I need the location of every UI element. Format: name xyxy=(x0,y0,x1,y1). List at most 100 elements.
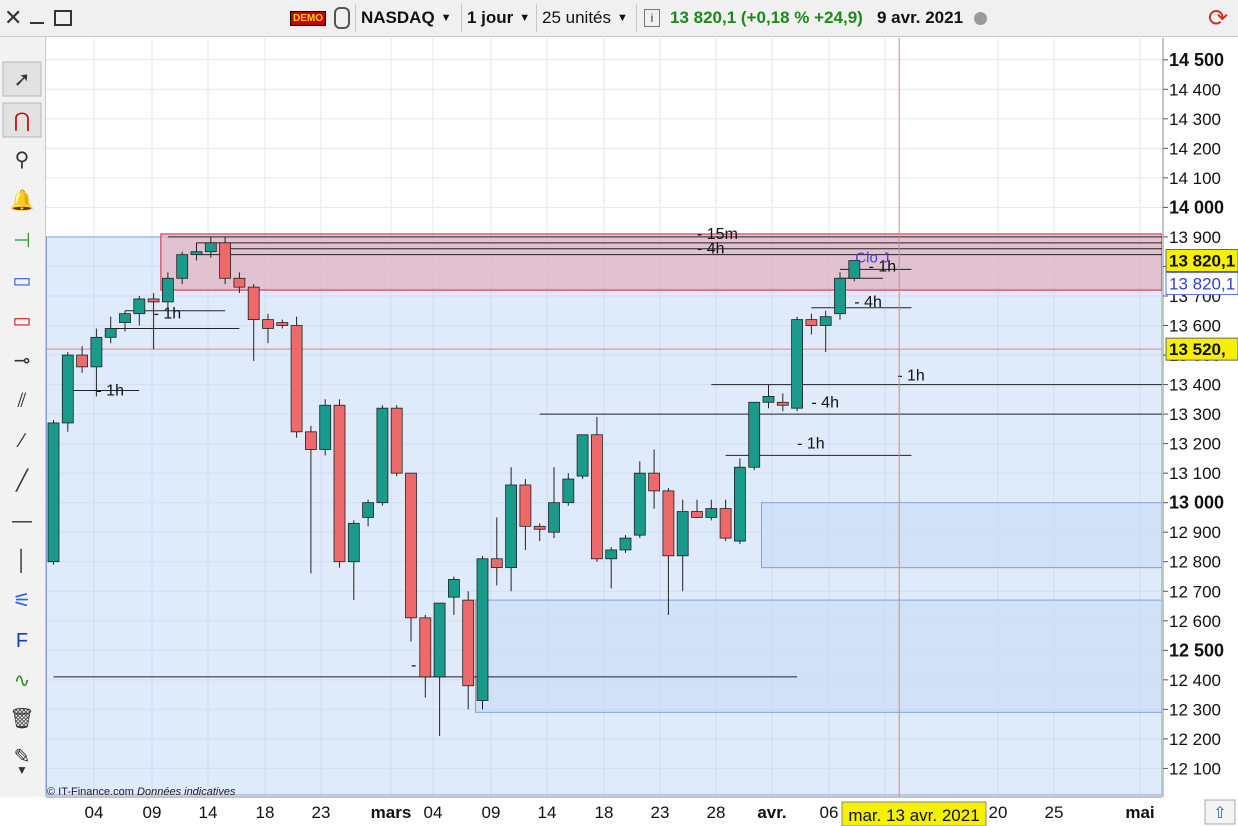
y-tick-label: 12 400 xyxy=(1169,671,1221,690)
refresh-icon[interactable]: ⟳ xyxy=(1208,4,1229,32)
x-tick-label: 20 xyxy=(989,803,1008,822)
candle-body xyxy=(476,558,489,701)
candle-body xyxy=(776,401,789,406)
vertical-line-icon[interactable]: │ xyxy=(16,548,29,574)
cursor-icon[interactable]: ➚ xyxy=(2,61,42,97)
candle-body xyxy=(662,490,675,557)
period-select[interactable]: 1 jour ▼ xyxy=(467,0,530,36)
chevron-down-icon: ▼ xyxy=(519,12,531,24)
x-axis-bg xyxy=(46,797,1238,826)
candle-body xyxy=(304,431,317,450)
edit-icon[interactable]: ✎ xyxy=(14,746,31,768)
y-tick-label: 14 500 xyxy=(1169,50,1224,70)
toolbar: ✕ DEMO NASDAQ ▼ 1 jour ▼ 25 unités ▼ i 1… xyxy=(0,0,1238,37)
ruler-icon-glyph: ⫽ xyxy=(17,390,27,412)
quote-date: 9 avr. 2021 xyxy=(877,8,964,27)
candle-body xyxy=(805,319,818,326)
cursor-icon-glyph: ➚ xyxy=(14,69,31,91)
rectangle-blue-icon[interactable]: ▭ xyxy=(13,270,32,292)
arrow-up-icon: ⇧ xyxy=(1213,805,1226,822)
x-tick-label: 09 xyxy=(143,803,162,822)
fibonacci-f-icon[interactable]: F xyxy=(16,630,28,652)
price-label: 13 820,1 xyxy=(1169,252,1235,271)
units-select[interactable]: 25 unités ▼ xyxy=(542,0,628,36)
maximize-icon[interactable] xyxy=(54,0,72,36)
y-tick-label: 13 600 xyxy=(1169,317,1221,336)
horizontal-line-icon[interactable]: ― xyxy=(12,510,32,532)
candle-body xyxy=(333,404,346,563)
y-tick-label: 12 800 xyxy=(1169,553,1221,572)
magnet-icon[interactable]: ⋂ xyxy=(2,102,42,138)
x-tick-label: 14 xyxy=(199,803,218,822)
candle-body xyxy=(133,298,146,315)
candle-body xyxy=(176,254,189,279)
candle-body xyxy=(462,599,475,687)
y-tick-label: 14 200 xyxy=(1169,139,1221,158)
units-label: 25 unités xyxy=(542,8,611,27)
horizontal-line-icon-glyph: ― xyxy=(12,510,32,532)
info-icon[interactable]: i xyxy=(644,0,660,36)
price-label-bg xyxy=(1165,337,1238,361)
source-text: © IT-Finance.com Données indicatives xyxy=(47,786,236,798)
zoom-icon[interactable]: ⚲ xyxy=(15,149,30,171)
candle-body xyxy=(433,602,446,678)
scroll-up-button[interactable]: ⇧ xyxy=(1204,799,1236,825)
candle-body xyxy=(119,313,131,323)
candle-body xyxy=(219,242,232,279)
link-icon[interactable] xyxy=(334,0,350,36)
candle-body xyxy=(262,319,274,329)
demo-label: DEMO xyxy=(290,10,326,26)
candle-body xyxy=(419,617,432,678)
level-label: - 4h xyxy=(811,394,839,411)
instrument-select[interactable]: NASDAQ ▼ xyxy=(361,0,452,36)
close-icon[interactable]: ✕ xyxy=(4,5,23,30)
candle-body xyxy=(362,502,375,518)
candle-body xyxy=(619,537,632,551)
fibonacci-icon[interactable]: ⚟ xyxy=(13,590,31,612)
candle-body xyxy=(405,472,417,619)
scroll-down-icon[interactable]: ▼ xyxy=(16,763,28,777)
y-tick-label: 13 000 xyxy=(1169,493,1224,513)
status-dot-icon xyxy=(974,0,987,36)
vertical-line-icon-glyph: │ xyxy=(16,548,29,574)
segment-icon[interactable]: ⊸ xyxy=(14,350,31,372)
candle-body xyxy=(705,508,718,518)
candle-body xyxy=(390,407,403,474)
y-tick-label: 12 100 xyxy=(1169,759,1221,778)
segment-icon-glyph: ⊸ xyxy=(14,350,31,372)
x-tick-label: 04 xyxy=(424,803,443,822)
cursor-date-bg xyxy=(841,801,987,826)
minimize-icon[interactable] xyxy=(30,0,44,36)
candle-body xyxy=(719,508,732,539)
quote-text: 13 820,1 (+0,18 % +24,9) xyxy=(670,8,863,27)
ruler-icon[interactable]: ⫽ xyxy=(17,390,27,412)
candle-body xyxy=(47,422,60,563)
instrument-label: NASDAQ xyxy=(361,8,435,27)
candle-body xyxy=(691,511,703,518)
diagonal-line-icon[interactable]: ╱ xyxy=(15,468,29,492)
horizontal-line-green-icon[interactable]: ⊣ xyxy=(13,230,30,252)
candle-body xyxy=(734,466,746,542)
trendline-icon-glyph: ∕ xyxy=(15,430,26,452)
alert-bell-icon[interactable]: 🔔 xyxy=(10,189,35,212)
trash-icon-glyph: 🗑 xyxy=(9,707,34,730)
indicator-wave-icon-glyph: ∿ xyxy=(14,670,31,692)
x-tick-label: 18 xyxy=(256,803,275,822)
x-tick-label: avr. xyxy=(757,803,786,822)
trendline-icon[interactable]: ∕ xyxy=(15,430,26,452)
level-label: - 1h xyxy=(154,306,182,323)
rectangle-red-icon[interactable]: ▭ xyxy=(13,310,32,332)
candle-body xyxy=(548,502,560,533)
level-label: - 1h xyxy=(869,258,897,275)
indicator-wave-icon[interactable]: ∿ xyxy=(14,670,31,692)
trash-icon[interactable]: 🗑 xyxy=(9,707,34,730)
level-label: - 1h xyxy=(897,368,925,385)
candle-body xyxy=(562,478,575,504)
candle-body xyxy=(633,472,646,536)
y-tick-label: 12 200 xyxy=(1169,730,1221,749)
demo-badge[interactable]: DEMO xyxy=(290,0,326,36)
x-tick-label: 25 xyxy=(1045,803,1064,822)
candle-body xyxy=(762,395,775,403)
y-tick-label: 13 100 xyxy=(1169,464,1221,483)
